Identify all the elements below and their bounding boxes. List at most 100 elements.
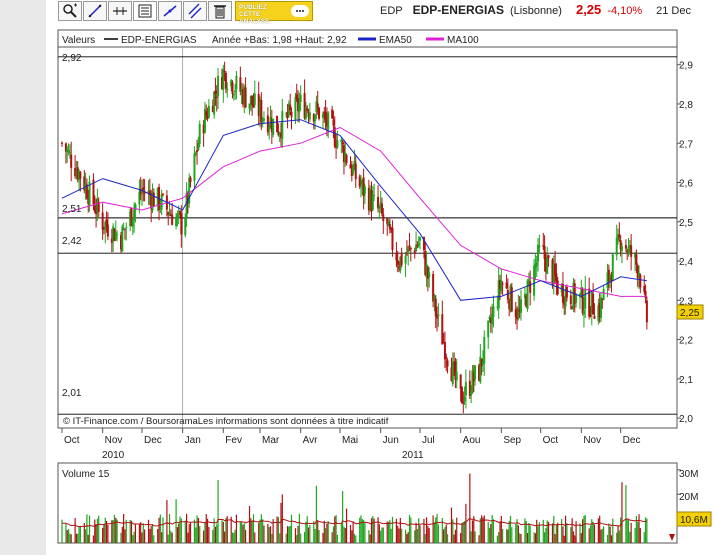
draw-line-tool-button[interactable]	[83, 1, 107, 21]
candle-body	[168, 213, 171, 215]
candle-body	[184, 217, 187, 236]
candle-body	[235, 75, 238, 90]
candle-body	[546, 256, 549, 274]
candle-body	[497, 280, 500, 309]
price-tick-label: 2,7	[679, 139, 693, 150]
candle-body	[289, 104, 292, 111]
candle-body	[598, 302, 601, 317]
candle-body	[159, 207, 162, 209]
candle-body	[380, 203, 383, 214]
candle-body	[446, 360, 449, 367]
candle-body	[257, 94, 260, 116]
candle-body	[106, 224, 109, 237]
indicator-list-icon	[138, 4, 152, 18]
candle-body	[424, 251, 427, 275]
candle-body	[161, 194, 164, 196]
candle-body	[409, 247, 412, 250]
level-label-242: 2,42	[62, 236, 82, 247]
candle-body	[345, 155, 348, 163]
candle-body	[602, 289, 605, 301]
candle-body	[454, 361, 457, 380]
indicator-list-tool-button[interactable]	[133, 1, 157, 21]
candle-body	[428, 272, 431, 277]
candle-body	[92, 179, 95, 205]
candle-body	[120, 235, 123, 250]
candle-body	[569, 295, 572, 305]
candle-body	[102, 226, 105, 230]
candle-body	[110, 238, 113, 243]
trend-line-tool-button[interactable]	[158, 1, 182, 21]
candle-body	[619, 240, 622, 250]
candle-body	[369, 189, 372, 210]
candle-body	[592, 293, 595, 315]
candle-body	[214, 90, 217, 94]
candle-body	[354, 163, 357, 180]
candle-body	[501, 283, 504, 285]
candle-body	[121, 226, 124, 252]
candle-body	[480, 358, 483, 367]
candle-body	[628, 244, 631, 249]
candle-body	[460, 387, 463, 404]
candle-body	[299, 94, 302, 103]
publish-analysis-button[interactable]: PUBLIEZ CETTE ANALYSE	[235, 1, 313, 25]
candle-body	[419, 237, 422, 241]
legend-ema-label: EMA50	[379, 35, 412, 46]
candle-body	[436, 314, 439, 319]
candle-body	[555, 273, 558, 282]
candle-body	[500, 280, 503, 291]
candle-body	[312, 114, 315, 122]
zoom-tool-button[interactable]	[58, 1, 82, 21]
candle-body	[597, 305, 600, 321]
candle-body	[582, 309, 585, 315]
candle-body	[327, 112, 330, 130]
candle-body	[580, 287, 583, 296]
candle-body	[308, 112, 311, 120]
channel-tool-button[interactable]	[183, 1, 207, 21]
level-label-292: 2,92	[62, 53, 82, 64]
candle-body	[171, 214, 174, 225]
month-label: Fev	[225, 435, 242, 446]
candle-body	[624, 244, 627, 249]
candle-body	[639, 274, 642, 288]
candle-body	[277, 131, 280, 136]
candle-body	[534, 263, 537, 268]
candle-body	[185, 193, 188, 218]
left-margin	[0, 0, 46, 555]
candle-body	[180, 213, 183, 235]
candle-body	[194, 152, 197, 155]
candle-body	[527, 279, 530, 281]
candle-body	[340, 139, 343, 143]
candle-body	[253, 93, 256, 106]
candle-body	[422, 236, 425, 251]
candle-body	[471, 370, 474, 393]
candle-body	[352, 166, 355, 174]
candle-body	[426, 266, 429, 279]
candle-body	[223, 71, 226, 73]
candle-body	[78, 171, 81, 181]
candle-body	[514, 309, 517, 318]
candle-body	[147, 190, 150, 195]
candle-body	[142, 187, 145, 190]
candle-body	[213, 91, 216, 115]
candle-body	[472, 373, 475, 382]
candle-body	[189, 177, 192, 183]
candle-body	[252, 103, 255, 107]
volume-label: Volume 15	[62, 469, 110, 480]
volume-down-arrow-icon	[669, 534, 675, 541]
candle-body	[290, 111, 293, 117]
candle-body	[95, 210, 98, 215]
candle-body	[499, 279, 502, 289]
candle-body	[186, 192, 189, 204]
candle-body	[617, 234, 620, 241]
month-label: Aou	[463, 435, 481, 446]
candle-body	[462, 401, 465, 404]
delete-tool-button[interactable]	[208, 1, 232, 21]
candle-body	[70, 154, 73, 168]
candle-body	[349, 164, 352, 169]
horizontal-line-tool-button[interactable]	[108, 1, 132, 21]
candle-body	[552, 263, 555, 285]
candle-body	[432, 274, 435, 302]
candle-body	[638, 272, 641, 278]
candle-body	[83, 176, 86, 191]
